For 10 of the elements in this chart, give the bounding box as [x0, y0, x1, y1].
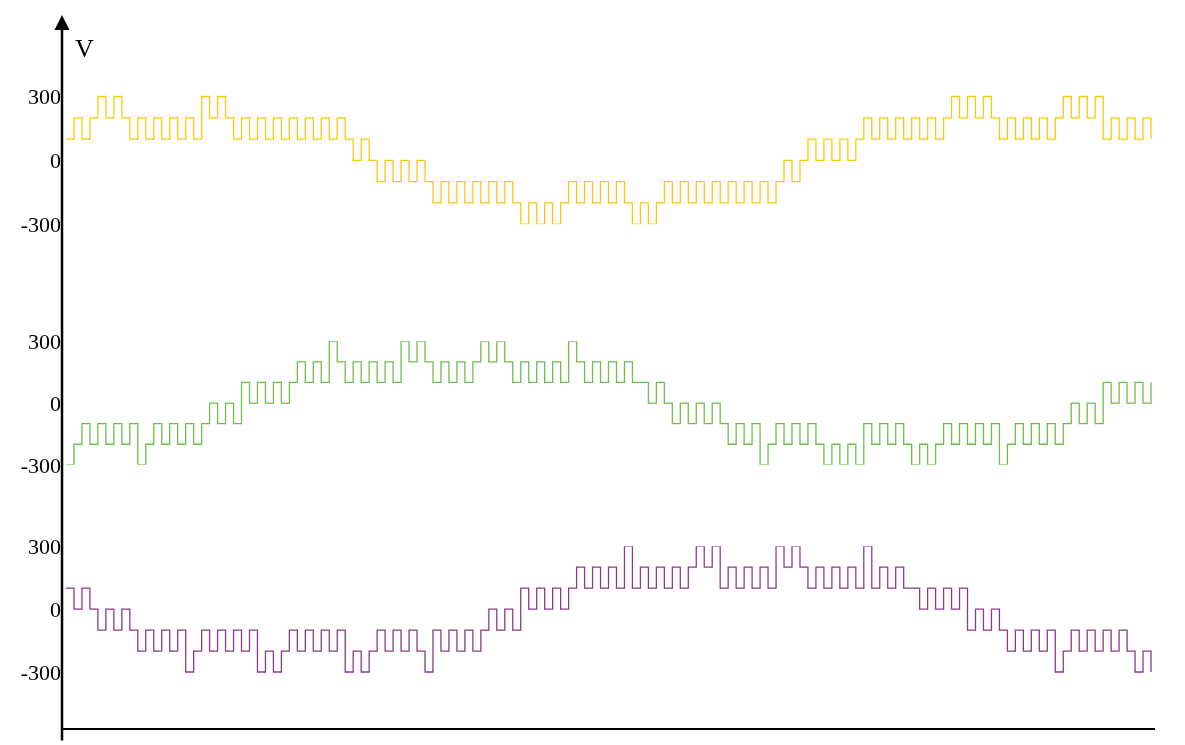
y-tick-label: 0: [50, 596, 61, 622]
y-axis-title: V: [75, 34, 94, 63]
y-tick-label: -300: [20, 452, 61, 478]
y-tick-label: 0: [50, 390, 61, 416]
y-tick-label: 300: [28, 84, 61, 110]
y-tick-label: 0: [50, 148, 61, 174]
y-tick-label: -300: [20, 211, 61, 237]
y-tick-label: 300: [28, 533, 61, 559]
y-tick-label: 300: [28, 329, 61, 354]
y-tick-label: -300: [20, 659, 61, 685]
